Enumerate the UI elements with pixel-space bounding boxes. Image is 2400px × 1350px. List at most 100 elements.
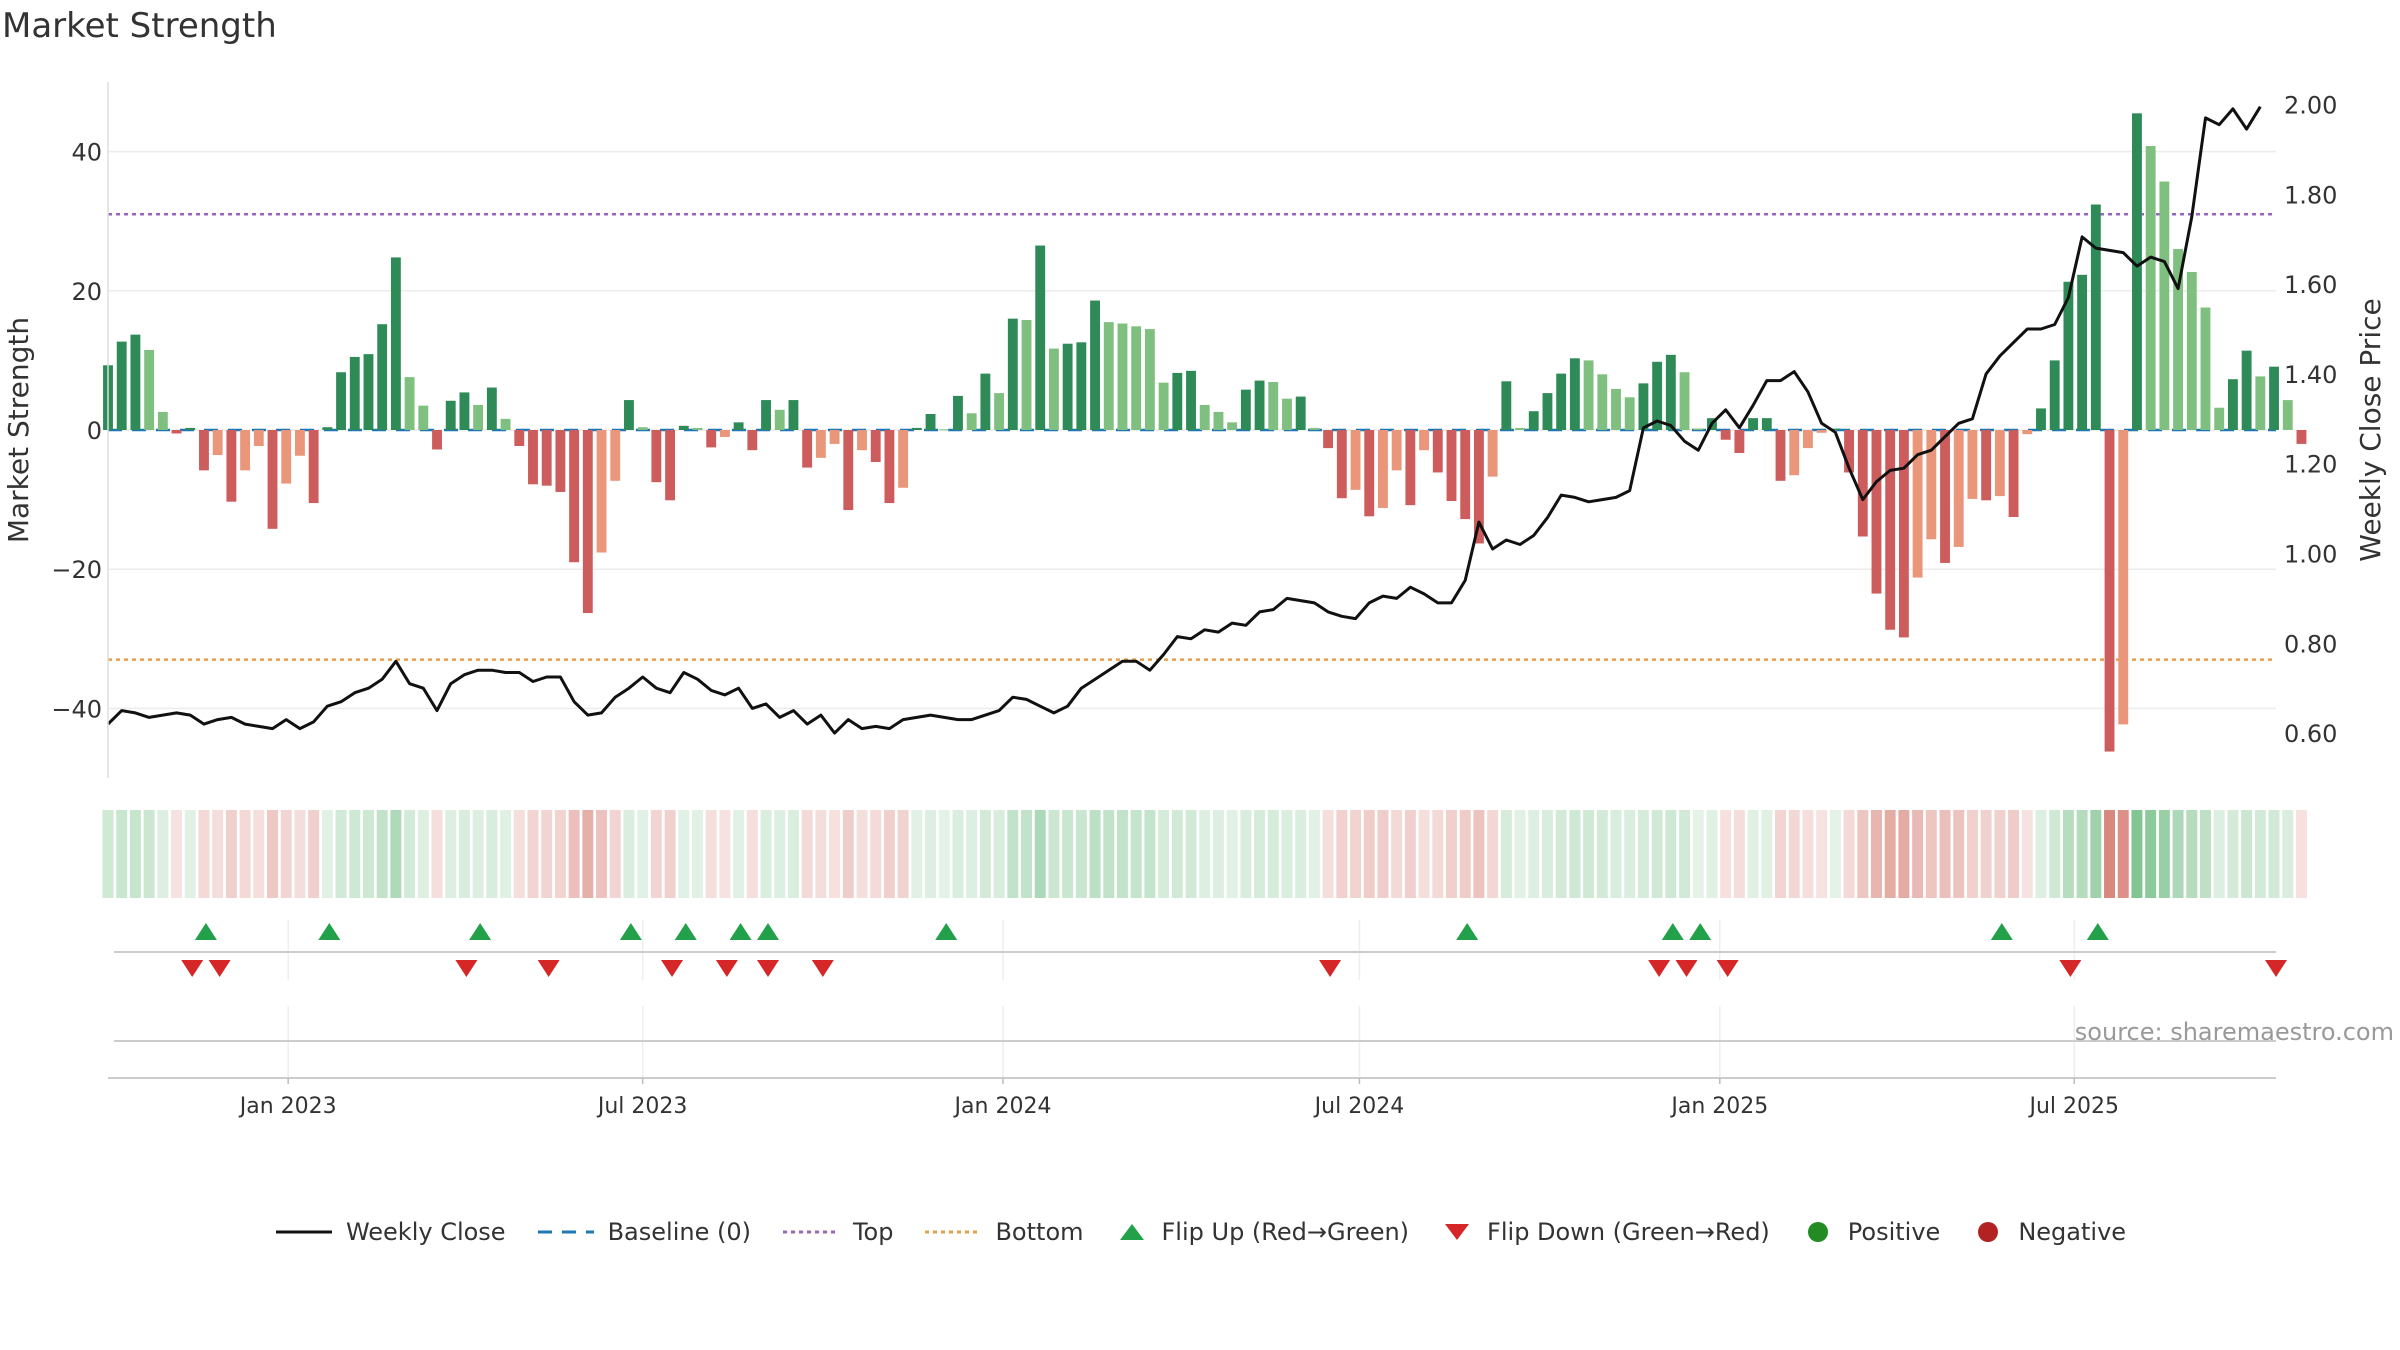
- market-strength-chart: 40 20 0 −20 −40 2.00 1.80 1.60 1.40 1.20 1.00 0.80 0…: [2, 82, 2387, 1119]
- heat-cell: [2282, 810, 2294, 898]
- flip-up-marker: [469, 923, 492, 940]
- strength-bar: [1912, 430, 1923, 578]
- strength-bar: [1748, 418, 1759, 430]
- heat-cell: [1103, 810, 1115, 898]
- heat-cell: [376, 810, 388, 898]
- heat-cell: [486, 810, 498, 898]
- heat-cell: [1350, 810, 1362, 898]
- heat-cell: [705, 810, 717, 898]
- strength-bar: [1967, 430, 1978, 499]
- strength-bar: [843, 430, 854, 511]
- strength-bar: [363, 354, 374, 430]
- strength-bar: [267, 430, 278, 529]
- heat-cell: [280, 810, 292, 898]
- strength-bar: [2255, 376, 2266, 430]
- heat-cell: [1843, 810, 1855, 898]
- strength-bar: [1473, 430, 1484, 544]
- y-axis-label: Market Strength: [2, 317, 35, 543]
- flip-down-marker: [455, 960, 478, 977]
- strength-bar: [1583, 360, 1594, 430]
- strength-bar: [528, 430, 538, 485]
- strength-bar: [1199, 404, 1210, 430]
- strength-bar: [2104, 430, 2115, 752]
- heat-cell: [733, 810, 745, 898]
- flip-down-marker: [661, 960, 684, 977]
- heat-cell: [1994, 810, 2006, 898]
- heat-cell: [664, 810, 676, 898]
- flip-down-marker: [715, 960, 738, 977]
- strength-bar: [1103, 322, 1114, 430]
- strength-bar: [308, 430, 319, 504]
- heat-cell: [829, 810, 841, 898]
- heat-cell: [1336, 810, 1348, 898]
- strength-bar: [500, 418, 511, 430]
- strength-bar: [884, 430, 895, 504]
- heat-cell: [1747, 810, 1759, 898]
- legend-item-top: Top: [781, 1218, 893, 1246]
- strength-bar: [1720, 430, 1731, 440]
- strength-bar: [898, 430, 909, 488]
- strength-bar: [2227, 379, 2238, 430]
- strength-bar: [2159, 181, 2170, 430]
- heat-cell: [212, 810, 224, 898]
- y2-tick-label: 2.00: [2284, 91, 2337, 119]
- strength-bar: [1734, 430, 1745, 453]
- flip-up-marker: [729, 923, 752, 940]
- heat-cell: [198, 810, 210, 898]
- strength-bar: [432, 430, 442, 450]
- legend-label: Negative: [2018, 1218, 2127, 1246]
- heat-cell: [596, 810, 608, 898]
- strength-bar: [857, 430, 867, 451]
- legend-item-close: Weekly Close: [274, 1218, 506, 1246]
- heat-cell: [2090, 810, 2102, 898]
- strength-bar: [1391, 430, 1402, 471]
- heat-cell: [952, 810, 964, 898]
- strength-bar: [377, 324, 388, 430]
- heat-cell: [171, 810, 183, 898]
- flip-down-icon: [1445, 1224, 1470, 1240]
- heat-cell: [2035, 810, 2047, 898]
- flip-down-marker: [811, 960, 834, 977]
- heat-cell: [1075, 810, 1087, 898]
- heat-cell: [1048, 810, 1060, 898]
- heat-cell: [1281, 810, 1293, 898]
- heat-cell: [2008, 810, 2020, 898]
- heat-cell: [2200, 810, 2211, 898]
- heat-cell: [678, 810, 690, 898]
- heat-cell: [760, 810, 772, 898]
- heat-cell: [1459, 810, 1471, 898]
- heat-cell: [445, 810, 457, 898]
- strength-heat-strip: [102, 810, 2307, 898]
- strength-bar: [2296, 430, 2307, 444]
- y2-tick-label: 0.80: [2284, 630, 2337, 658]
- heat-cell: [1226, 810, 1238, 898]
- strength-bar: [2022, 430, 2033, 435]
- strength-bar: [637, 427, 648, 430]
- strength-bar: [1323, 430, 1334, 449]
- strength-bar: [2132, 113, 2142, 430]
- strength-bar: [555, 430, 566, 492]
- strength-bar: [459, 392, 470, 430]
- strength-bar: [569, 430, 580, 563]
- strength-bar: [1926, 430, 1937, 540]
- strength-bar: [802, 430, 813, 468]
- strength-bar: [349, 356, 360, 430]
- legend-label: Flip Down (Green→Red): [1487, 1218, 1770, 1246]
- heat-cell: [184, 810, 196, 898]
- strength-bar: [1309, 427, 1320, 430]
- heat-cell: [1980, 810, 1992, 898]
- flip-down-marker: [181, 960, 204, 977]
- strength-bar: [2173, 249, 2184, 430]
- strength-bar: [1405, 430, 1416, 506]
- strength-bar: [1542, 393, 1553, 430]
- strength-bar: [1569, 358, 1580, 430]
- strength-bar: [486, 387, 497, 430]
- heat-cell: [1089, 810, 1101, 898]
- heat-cell: [938, 810, 950, 898]
- heat-cell: [2076, 810, 2088, 898]
- strength-bar: [1419, 430, 1430, 451]
- heat-cell: [568, 810, 580, 898]
- y-tick-label: 40: [71, 139, 102, 167]
- heat-cell: [1692, 810, 1704, 898]
- strength-bar: [1186, 370, 1196, 430]
